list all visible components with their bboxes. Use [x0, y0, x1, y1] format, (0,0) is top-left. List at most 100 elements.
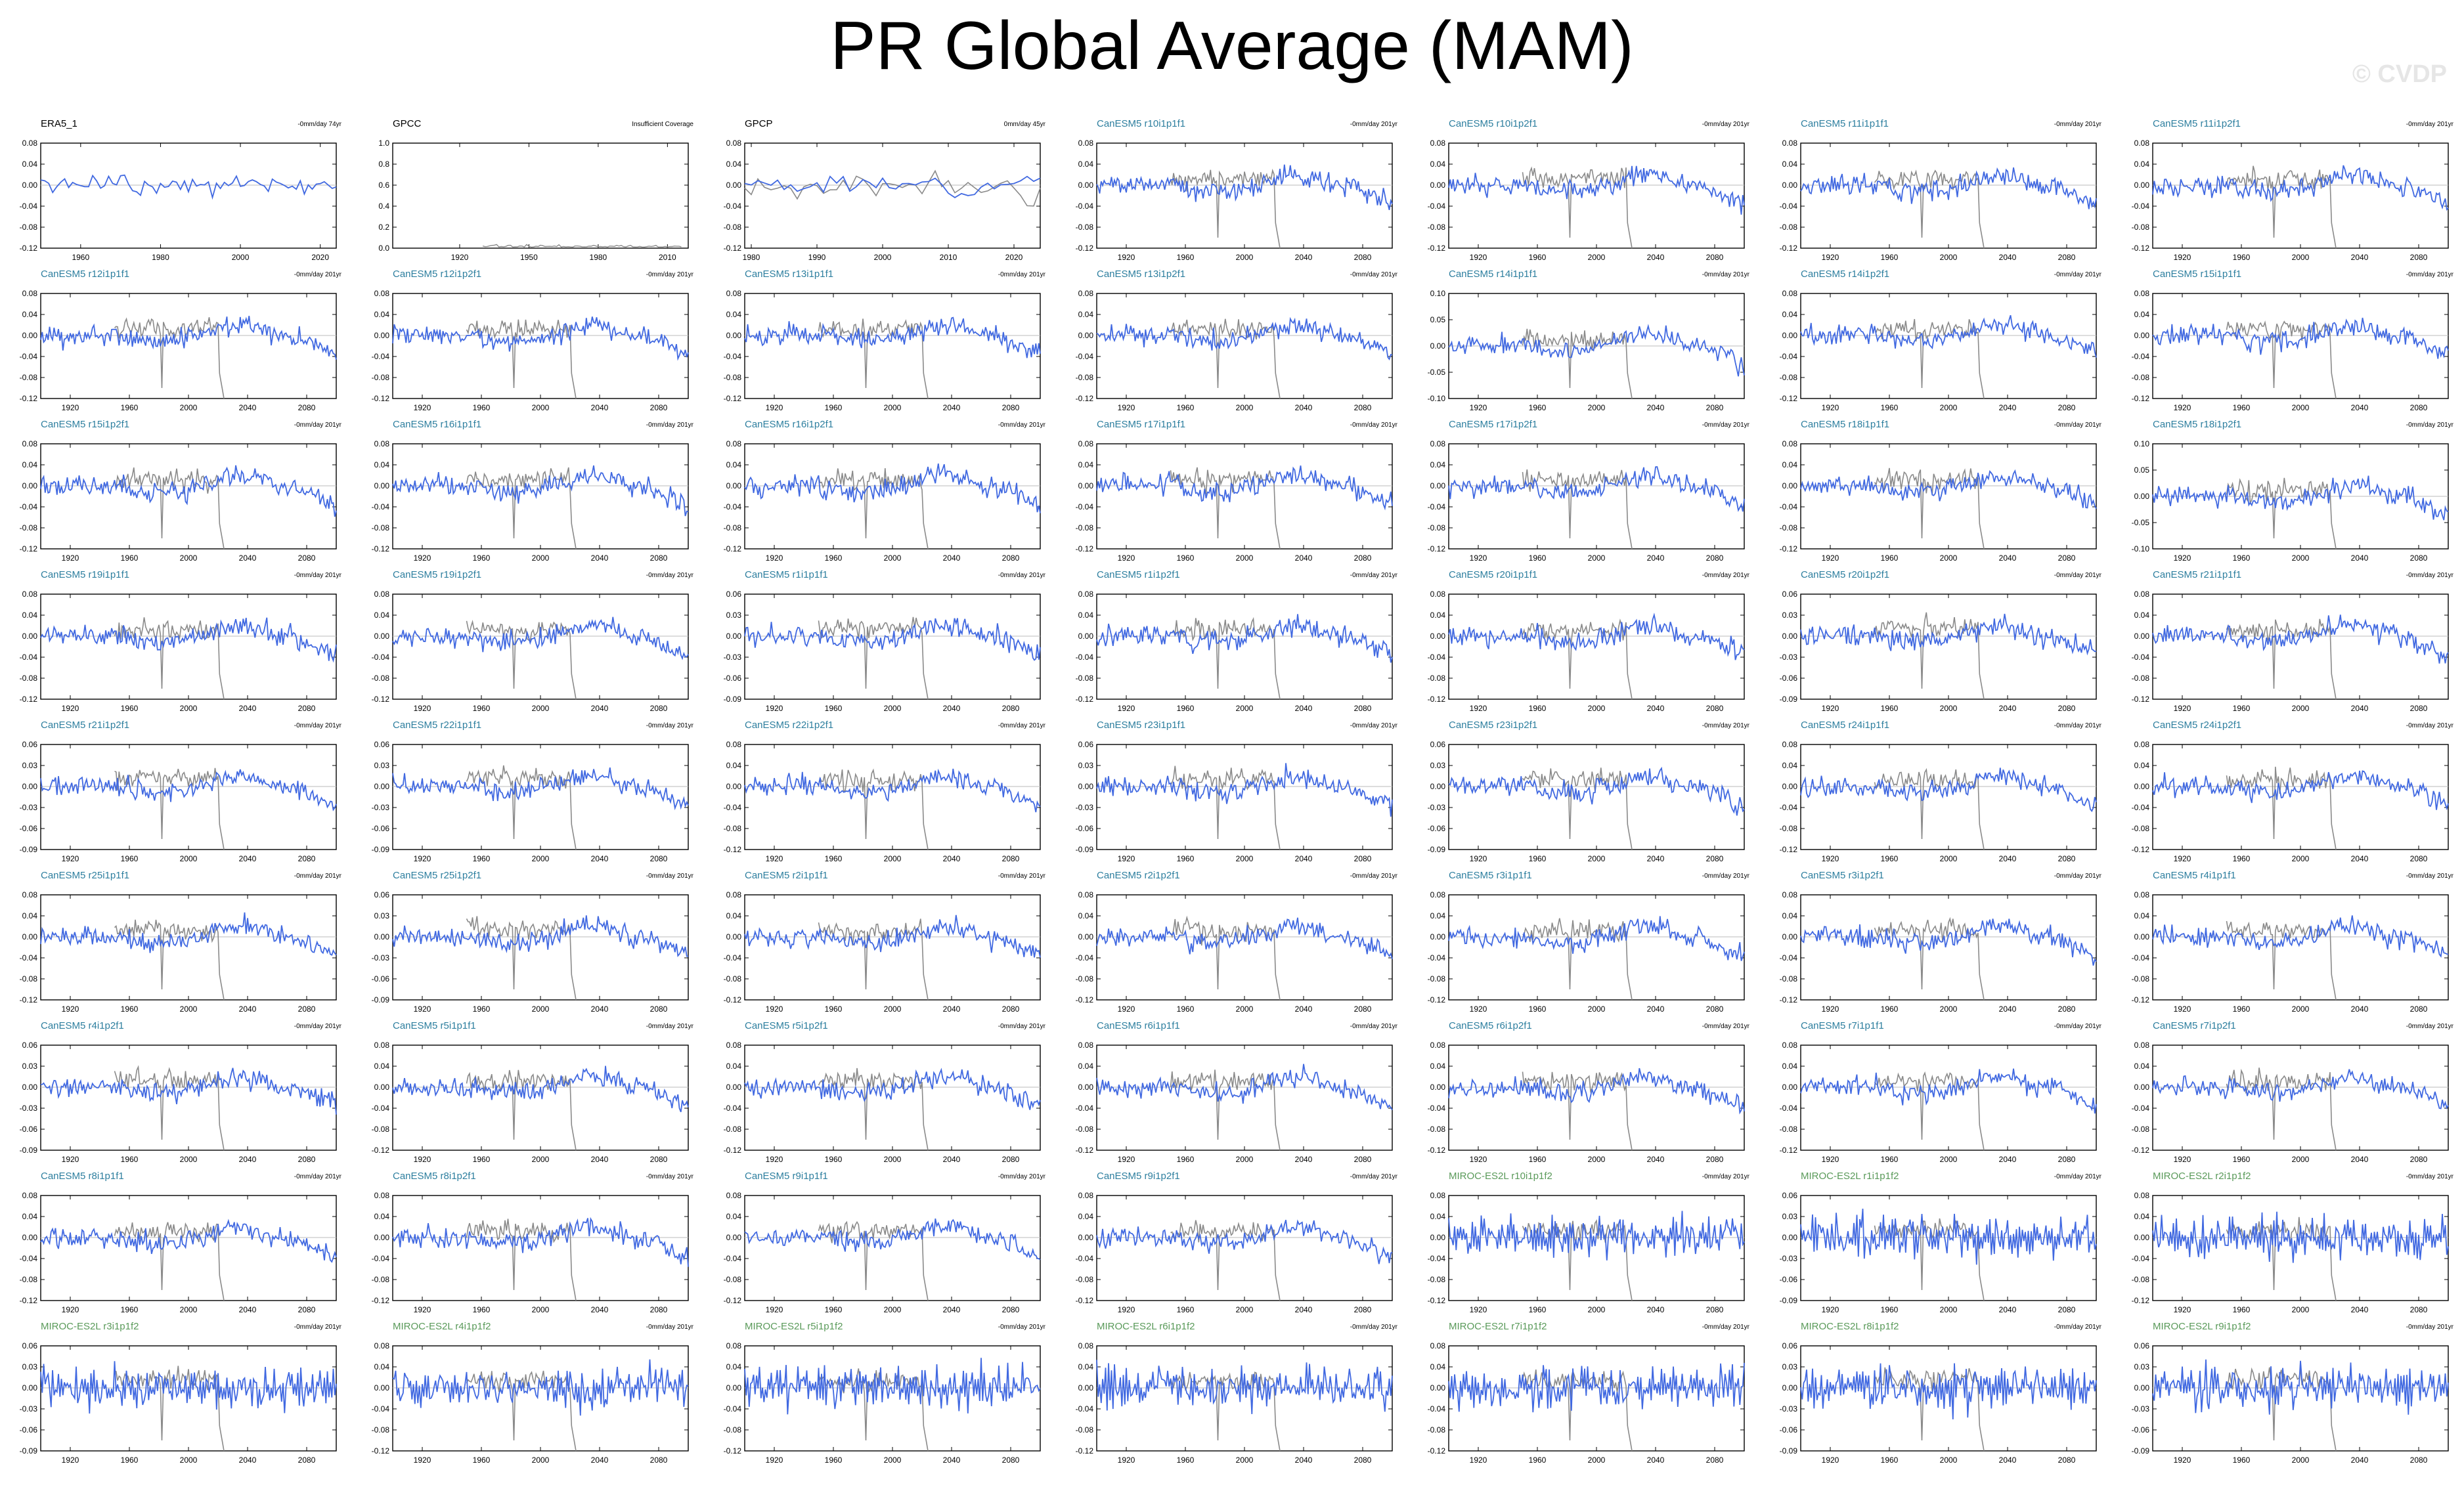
x-tick-label: 2040: [591, 704, 609, 713]
y-tick-label: 0.8: [378, 160, 389, 169]
observed-series-line: [114, 767, 225, 850]
panel-title: CanESM5 r5i1p2f1: [745, 1020, 828, 1031]
x-tick-label: 2080: [650, 704, 668, 713]
panel-plot: 0.08 0.04 0.00 -0.04 -0.08 -0.12 1920 1960 2000 2…: [2132, 890, 2449, 1014]
y-tick-label: -0.08: [1428, 974, 1446, 983]
y-tick-label: -0.04: [372, 1104, 390, 1113]
panel-trend-label: -0mm/day 201yr: [2054, 873, 2101, 880]
panel-plot: 0.08 0.04 0.00 -0.04 -0.08 -0.12 1920 1960 2000 2…: [724, 289, 1041, 412]
y-tick-label: -0.09: [1428, 845, 1446, 854]
y-tick-label: -0.12: [2132, 995, 2150, 1004]
x-tick-label: 1920: [1118, 704, 1135, 713]
x-tick-label: 2080: [1354, 553, 1372, 563]
y-tick-label: 0.00: [1430, 481, 1446, 490]
x-tick-label: 1960: [1881, 253, 1899, 262]
y-tick-label: -0.09: [20, 845, 38, 854]
panel-plot: 0.08 0.04 0.00 -0.04 -0.08 -0.12 1920 1960 2000 2…: [1780, 740, 2097, 863]
x-tick-label: 2000: [532, 1004, 550, 1014]
panel-plot: 0.08 0.04 0.00 -0.04 -0.08 -0.12 1920 1960 2000 2…: [1428, 439, 1745, 563]
plot-frame: [392, 894, 689, 1001]
observed-series-line: [1874, 318, 1985, 399]
page-title: PR Global Average (MAM): [830, 8, 1634, 84]
x-tick-label: 2040: [1647, 1155, 1665, 1164]
panel-trend-label: -0mm/day 201yr: [1702, 722, 1749, 729]
panel-title: CanESM5 r9i1p1f1: [745, 1171, 828, 1182]
x-tick-label: 1960: [121, 553, 139, 563]
y-tick-label: 0.08: [1078, 1341, 1094, 1350]
y-tick-label: -0.12: [724, 244, 742, 253]
x-tick-label: 2080: [298, 1305, 316, 1314]
x-tick-label: 2040: [1295, 1455, 1313, 1465]
panel-title: CanESM5 r22i1p2f1: [745, 720, 834, 731]
y-tick-label: -0.03: [724, 653, 742, 662]
y-tick-label: 0.00: [2134, 492, 2150, 501]
y-tick-label: 0.08: [2134, 289, 2150, 298]
panel-plot: 0.08 0.04 0.00 -0.04 -0.08 -0.12 1920 1960 2000 2…: [1428, 890, 1745, 1014]
panel-plot: 0.06 0.03 0.00 -0.03 -0.06 -0.09 1920 1960 2000 2…: [20, 1341, 337, 1465]
x-tick-label: 1960: [473, 1455, 491, 1465]
x-tick-label: 1920: [414, 1305, 431, 1314]
model-series-line: [1096, 1219, 1393, 1264]
panel-plot: 0.10 0.05 0.00 -0.05 -0.10 1920 1960 2000 2040 20…: [2132, 439, 2449, 563]
model-series-line: [1448, 766, 1745, 816]
x-tick-label: 1920: [62, 553, 79, 563]
x-tick-label: 1960: [825, 1305, 843, 1314]
panel-plot: 0.08 0.04 0.00 -0.04 -0.08 -0.12 1920 1960 2000 2…: [1428, 1041, 1745, 1164]
y-tick-label: -0.12: [2132, 1146, 2150, 1155]
y-tick-label: -0.04: [1076, 953, 1094, 962]
y-tick-label: 0.00: [1782, 782, 1798, 791]
x-tick-label: 1960: [473, 854, 491, 863]
model-series-line: [392, 1217, 689, 1267]
x-tick-label: 2000: [180, 1305, 198, 1314]
plot-frame: [392, 1345, 689, 1452]
y-tick-label: -0.04: [2132, 1254, 2150, 1263]
observed-series-line: [1170, 168, 1281, 249]
panel-plot: 0.08 0.04 0.00 -0.04 -0.08 -0.12 1920 1960 2000 2…: [1076, 590, 1393, 713]
x-tick-label: 1960: [121, 403, 139, 412]
x-tick-label: 2040: [1295, 403, 1313, 412]
x-tick-label: 1960: [1177, 704, 1195, 713]
y-tick-label: 0.04: [726, 911, 742, 920]
y-tick-label: 0.04: [1430, 160, 1446, 169]
plot-frame: [1096, 1345, 1393, 1452]
y-tick-label: 0.04: [1782, 160, 1798, 169]
observed-series-line: [1522, 1071, 1633, 1151]
y-tick-label: -0.03: [20, 1404, 38, 1413]
x-tick-label: 2040: [1999, 553, 2017, 563]
panel-trend-label: -0mm/day 201yr: [1702, 873, 1749, 880]
panel-trend-label: -0mm/day 201yr: [2054, 1173, 2101, 1180]
x-tick-label: 1960: [121, 854, 139, 863]
y-tick-label: -0.04: [372, 653, 390, 662]
y-tick-label: -0.08: [1076, 974, 1094, 983]
y-tick-label: -0.12: [724, 1446, 742, 1455]
model-series-line: [1800, 1209, 2097, 1265]
x-tick-label: 2040: [591, 854, 609, 863]
panel-plot: 0.08 0.04 0.00 -0.04 -0.08 -0.12 1920 1960 2000 2…: [1428, 1341, 1745, 1465]
y-tick-label: -0.08: [2132, 1275, 2150, 1284]
y-tick-label: 0.08: [374, 590, 390, 599]
x-tick-label: 1960: [473, 704, 491, 713]
panel-title: MIROC-ES2L r4i1p1f2: [393, 1321, 491, 1332]
chart-panel: CanESM5 r24i1p2f1 -0mm/day 201yr 0.08 0.04 0…: [2112, 720, 2453, 869]
panel-plot: 0.08 0.04 0.00 -0.04 -0.08 -0.12 1920 1960 2000 2…: [1428, 139, 1745, 262]
x-tick-label: 2040: [1999, 1004, 2017, 1014]
model-series-line: [744, 618, 1041, 661]
x-tick-label: 2040: [1999, 704, 2017, 713]
model-series-line: [40, 1067, 337, 1115]
model-series-line: [2152, 915, 2449, 958]
y-tick-label: -0.12: [20, 1296, 38, 1305]
panel-title: MIROC-ES2L r8i1p1f2: [1801, 1321, 1899, 1332]
x-tick-label: 2080: [1354, 1155, 1372, 1164]
panel-plot: 0.08 0.04 0.00 -0.04 -0.08 -0.12 1920 1960 2000 2…: [2132, 289, 2449, 412]
x-tick-label: 1920: [62, 403, 79, 412]
y-tick-label: -0.03: [372, 953, 390, 962]
x-tick-label: 2080: [2058, 1155, 2076, 1164]
y-tick-label: 0.03: [726, 611, 742, 620]
y-tick-label: -0.03: [1780, 1254, 1798, 1263]
model-series-line: [744, 316, 1041, 358]
panel-trend-label: -0mm/day 201yr: [294, 1324, 341, 1331]
y-tick-label: 0.03: [22, 1062, 38, 1071]
x-tick-label: 2080: [1706, 1455, 1724, 1465]
chart-panel: CanESM5 r7i1p1f1 -0mm/day 201yr 0.08 0.04 0.…: [1760, 1020, 2101, 1170]
x-tick-label: 1960: [2233, 1455, 2251, 1465]
